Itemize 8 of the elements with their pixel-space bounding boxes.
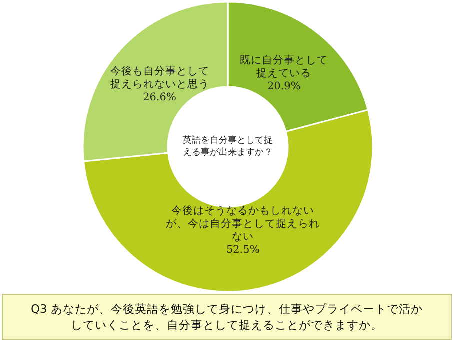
data-label: 26.6% bbox=[142, 92, 178, 105]
text: Q3 あなたが、今後英語を勉強して身につけ、仕事やプライベートで活かしていくことを、自分事として捉えることができますか。 bbox=[30, 301, 424, 333]
slice-label: 今後も自分事として捉えられないと思う bbox=[110, 66, 210, 92]
data-label: 52.5% bbox=[225, 244, 261, 257]
slice-label: 今後はそうなるかもしれないが、今は自分事として捉えられない bbox=[165, 204, 322, 244]
slice-label: 既に自分事として捉えている bbox=[239, 54, 330, 81]
data-label: 20.9% bbox=[266, 80, 302, 94]
text: 英語を自分事として捉える事が出来ますか？ bbox=[182, 135, 274, 159]
